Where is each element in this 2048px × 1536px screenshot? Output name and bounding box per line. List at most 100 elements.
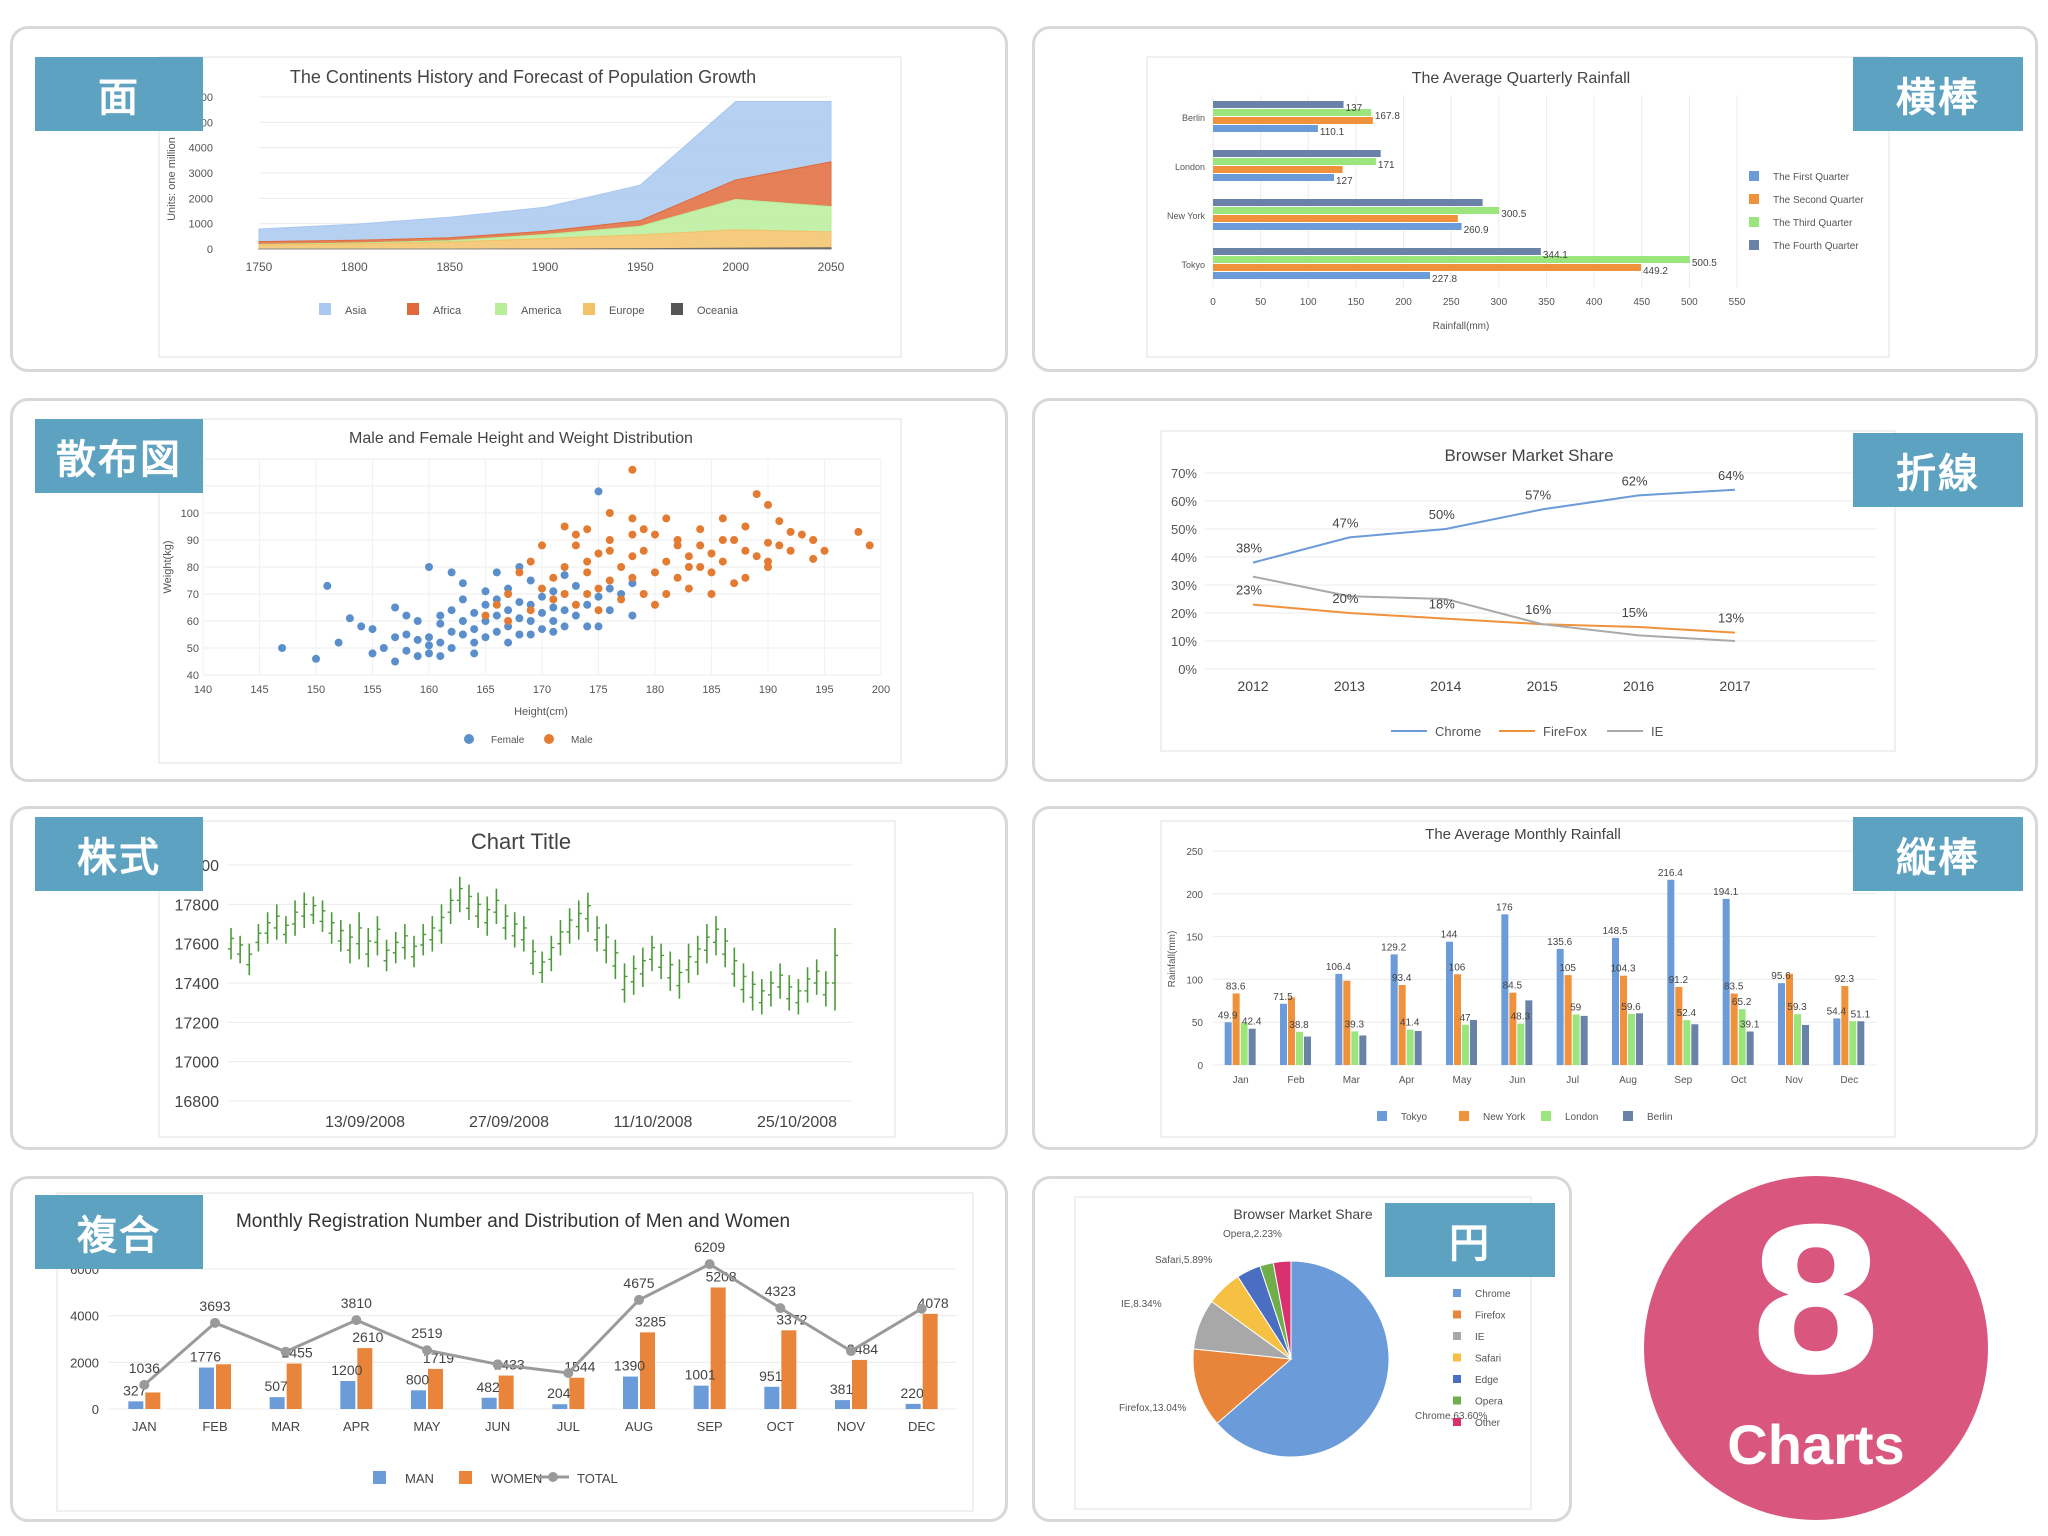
bar-feb <box>1280 1003 1287 1065</box>
legend-label: Other <box>1475 1418 1501 1429</box>
data-label: 16% <box>1525 602 1551 617</box>
x-tick-label: May <box>1453 1075 1472 1086</box>
bar-value-label: 38.8 <box>1289 1020 1309 1031</box>
y-axis-label: Units: one million <box>166 137 178 221</box>
bar-jun <box>1525 1000 1533 1065</box>
x-tick-label: JUL <box>557 1419 580 1434</box>
legend-label: Asia <box>345 305 367 317</box>
x-tick-label: Dec <box>1840 1075 1858 1086</box>
legend-label: America <box>521 305 562 317</box>
point-male <box>707 590 716 598</box>
bar-value-label: 59 <box>1570 1002 1582 1013</box>
point-male <box>605 576 614 585</box>
bar-mar <box>1335 973 1343 1065</box>
x-tick-label: 300 <box>1490 297 1507 308</box>
bar-value-label: 300.5 <box>1501 209 1526 220</box>
point-female <box>458 579 467 588</box>
bar-tokyo <box>1213 272 1431 279</box>
x-tick-label: 1800 <box>341 260 368 274</box>
legend-swatch <box>495 303 507 315</box>
point-male <box>492 600 501 609</box>
plot-frame <box>1146 56 1890 358</box>
line-value-label: 1036 <box>129 1360 160 1376</box>
bar-jan <box>1240 1023 1248 1065</box>
point-female <box>526 576 535 585</box>
bar-may <box>1454 974 1461 1065</box>
bar-women <box>922 1313 938 1409</box>
bar-man <box>623 1376 638 1409</box>
hbar-chart-card: The Average Quarterly Rainfall 0 50 100 150 2… <box>1032 26 2038 372</box>
legend-label: Opera <box>1475 1397 1503 1408</box>
legend-label: WOMEN <box>491 1471 542 1486</box>
point-female <box>402 611 411 620</box>
bar-man <box>340 1381 356 1409</box>
point-female <box>549 603 558 612</box>
stock-chart-card: Chart Title 16800 17000 17200 17400 17600 1780… <box>10 806 1008 1150</box>
point-female <box>594 487 603 496</box>
y-tick-label: 17200 <box>175 1015 220 1032</box>
bar-value-label: 54.4 <box>1827 1006 1847 1017</box>
bar-dec <box>1841 985 1849 1065</box>
point-male <box>741 573 750 582</box>
x-tick-label: 2050 <box>818 260 845 274</box>
chart-title: Male and Female Height and Weight Distri… <box>349 430 693 447</box>
bar-value-label: 105 <box>1559 963 1576 974</box>
bar-value-label: 52.4 <box>1677 1008 1697 1019</box>
bar-berlin <box>1213 125 1318 132</box>
bar-london <box>1213 174 1334 181</box>
area-chart: The Continents History and Forecast of P… <box>158 56 902 358</box>
combo-chart-card: Monthly Registration Number and Distribu… <box>10 1176 1008 1522</box>
point-male <box>651 568 659 577</box>
data-label: 23% <box>1236 583 1262 598</box>
data-label: 15% <box>1622 605 1648 620</box>
bar-man <box>128 1401 144 1409</box>
legend-swatch <box>1453 1310 1461 1319</box>
bar-value-label: 95.6 <box>1771 971 1791 982</box>
point-female <box>628 611 637 620</box>
point-total <box>139 1379 150 1390</box>
y-tick-label: 0 <box>92 1402 99 1417</box>
bar-women <box>357 1348 373 1409</box>
legend-swatch <box>1749 194 1759 204</box>
point-female <box>538 592 546 601</box>
point-female <box>583 600 592 609</box>
y-tick-label: 50 <box>1192 1018 1204 1029</box>
x-tick-label: 160 <box>420 684 438 696</box>
legend-label: The Second Quarter <box>1773 195 1864 206</box>
hbar-tag: 横棒 <box>1853 57 2023 131</box>
plot-frame <box>1074 1196 1532 1510</box>
point-female <box>391 633 400 642</box>
point-female <box>560 606 569 615</box>
bar-value-label: 176 <box>1496 902 1513 913</box>
bar-women <box>852 1359 867 1409</box>
y-tick-label: 3000 <box>189 168 213 180</box>
point-male <box>549 573 558 582</box>
y-tick-label: 30% <box>1171 578 1197 593</box>
point-total <box>280 1346 291 1357</box>
bar-aug <box>1636 1013 1643 1065</box>
point-female <box>436 619 445 628</box>
y-tick-label: 0 <box>1197 1061 1203 1072</box>
x-tick-label: 500 <box>1681 297 1698 308</box>
bar-value-label: 135.6 <box>1547 937 1572 948</box>
bar-value-label: 3285 <box>635 1313 666 1329</box>
point-male <box>775 517 784 526</box>
x-tick-label: 200 <box>872 684 890 696</box>
point-female <box>481 633 490 642</box>
y-tick-label: 100 <box>1186 975 1203 986</box>
bar-oct <box>1722 898 1730 1065</box>
point-male <box>571 600 580 609</box>
y-tick-label: 250 <box>1186 847 1203 858</box>
point-female <box>447 627 456 636</box>
point-female <box>470 649 479 658</box>
point-male <box>526 557 535 566</box>
x-tick-label: 100 <box>1300 297 1317 308</box>
legend-label: Berlin <box>1647 1112 1673 1123</box>
bar-sep <box>1667 879 1675 1065</box>
bar-jan <box>1224 1022 1232 1065</box>
legend-swatch <box>1377 1111 1387 1121</box>
point-male <box>583 525 592 534</box>
point-female <box>560 622 569 631</box>
x-axis-label: Height(cm) <box>514 706 568 718</box>
point-total <box>422 1345 432 1356</box>
